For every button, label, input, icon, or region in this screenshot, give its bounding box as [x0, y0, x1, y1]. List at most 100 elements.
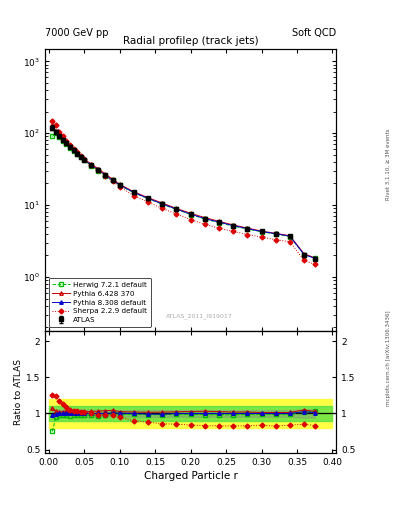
Sherpa 2.2.9 default: [75, 150, 79, 156]
Sherpa 2.2.9 default: [160, 205, 165, 211]
Pythia 8.308 default: [118, 182, 122, 188]
Herwig 7.2.1 default: [57, 134, 62, 140]
Herwig 7.2.1 default: [89, 163, 94, 169]
Pythia 6.428 370: [274, 230, 278, 237]
Pythia 6.428 370: [89, 161, 94, 167]
Pythia 6.428 370: [57, 133, 62, 139]
Pythia 6.428 370: [202, 215, 207, 221]
Pythia 6.428 370: [71, 146, 76, 153]
Herwig 7.2.1 default: [103, 173, 108, 179]
Herwig 7.2.1 default: [174, 206, 179, 212]
Herwig 7.2.1 default: [202, 216, 207, 222]
Herwig 7.2.1 default: [75, 151, 79, 157]
Pythia 8.308 default: [64, 140, 69, 146]
Text: 7000 GeV pp: 7000 GeV pp: [45, 28, 109, 38]
Herwig 7.2.1 default: [288, 233, 292, 240]
Pythia 6.428 370: [61, 136, 65, 142]
Sherpa 2.2.9 default: [312, 261, 317, 267]
Pythia 6.428 370: [174, 205, 179, 211]
Pythia 8.308 default: [302, 251, 307, 258]
Pythia 8.308 default: [188, 211, 193, 217]
Pythia 8.308 default: [61, 137, 65, 143]
Herwig 7.2.1 default: [118, 182, 122, 188]
Pythia 8.308 default: [174, 206, 179, 212]
Pythia 8.308 default: [50, 125, 55, 131]
Sherpa 2.2.9 default: [188, 217, 193, 223]
Pythia 8.308 default: [53, 129, 58, 135]
Sherpa 2.2.9 default: [274, 237, 278, 243]
Pythia 8.308 default: [132, 189, 136, 196]
Sherpa 2.2.9 default: [146, 199, 151, 205]
Pythia 8.308 default: [312, 255, 317, 262]
Pythia 8.308 default: [274, 230, 278, 237]
Herwig 7.2.1 default: [53, 130, 58, 136]
Herwig 7.2.1 default: [78, 155, 83, 161]
Sherpa 2.2.9 default: [53, 122, 58, 128]
Text: ATLAS_2011_I919017: ATLAS_2011_I919017: [166, 313, 233, 319]
Herwig 7.2.1 default: [245, 226, 250, 232]
Pythia 6.428 370: [64, 140, 69, 146]
Pythia 6.428 370: [118, 181, 122, 187]
Line: Pythia 8.308 default: Pythia 8.308 default: [51, 126, 316, 260]
Line: Sherpa 2.2.9 default: Sherpa 2.2.9 default: [51, 119, 316, 266]
Herwig 7.2.1 default: [71, 147, 76, 154]
Herwig 7.2.1 default: [188, 211, 193, 218]
Pythia 8.308 default: [68, 143, 72, 150]
Sherpa 2.2.9 default: [118, 184, 122, 190]
Y-axis label: Ratio to ATLAS: Ratio to ATLAS: [14, 359, 23, 425]
Line: Pythia 6.428 370: Pythia 6.428 370: [51, 123, 316, 260]
Pythia 6.428 370: [82, 156, 86, 162]
Herwig 7.2.1 default: [110, 178, 115, 184]
Pythia 8.308 default: [110, 177, 115, 183]
Sherpa 2.2.9 default: [71, 146, 76, 152]
Pythia 6.428 370: [245, 225, 250, 231]
Herwig 7.2.1 default: [132, 190, 136, 196]
Pythia 6.428 370: [53, 127, 58, 134]
Sherpa 2.2.9 default: [217, 225, 221, 231]
Text: Soft QCD: Soft QCD: [292, 28, 336, 38]
Herwig 7.2.1 default: [302, 251, 307, 258]
Herwig 7.2.1 default: [274, 231, 278, 237]
Pythia 6.428 370: [312, 255, 317, 261]
Pythia 8.308 default: [103, 172, 108, 178]
Text: Rivet 3.1.10, ≥ 3M events: Rivet 3.1.10, ≥ 3M events: [386, 128, 391, 200]
Pythia 8.308 default: [288, 233, 292, 239]
Herwig 7.2.1 default: [231, 223, 235, 229]
Pythia 8.308 default: [71, 147, 76, 153]
Herwig 7.2.1 default: [61, 138, 65, 144]
Pythia 6.428 370: [78, 153, 83, 159]
Pythia 6.428 370: [188, 210, 193, 217]
Herwig 7.2.1 default: [146, 196, 151, 202]
Pythia 8.308 default: [96, 167, 101, 173]
Pythia 8.308 default: [217, 219, 221, 225]
Pythia 8.308 default: [259, 228, 264, 234]
Sherpa 2.2.9 default: [57, 129, 62, 135]
Sherpa 2.2.9 default: [61, 134, 65, 140]
Herwig 7.2.1 default: [217, 220, 221, 226]
Sherpa 2.2.9 default: [96, 167, 101, 174]
Herwig 7.2.1 default: [64, 141, 69, 147]
Herwig 7.2.1 default: [160, 201, 165, 207]
Sherpa 2.2.9 default: [78, 153, 83, 159]
Pythia 8.308 default: [202, 216, 207, 222]
Pythia 6.428 370: [146, 195, 151, 201]
Sherpa 2.2.9 default: [231, 228, 235, 234]
Pythia 6.428 370: [217, 218, 221, 224]
Sherpa 2.2.9 default: [245, 231, 250, 238]
Pythia 6.428 370: [160, 200, 165, 206]
X-axis label: Charged Particle r: Charged Particle r: [144, 471, 237, 481]
Title: Radial profileρ (track jets): Radial profileρ (track jets): [123, 36, 259, 47]
Pythia 8.308 default: [89, 162, 94, 168]
Sherpa 2.2.9 default: [68, 142, 72, 148]
Pythia 6.428 370: [96, 166, 101, 172]
Pythia 8.308 default: [146, 195, 151, 201]
Line: Herwig 7.2.1 default: Herwig 7.2.1 default: [51, 132, 316, 260]
Sherpa 2.2.9 default: [259, 234, 264, 240]
Sherpa 2.2.9 default: [89, 162, 94, 168]
Pythia 8.308 default: [57, 134, 62, 140]
Pythia 8.308 default: [231, 222, 235, 228]
Sherpa 2.2.9 default: [302, 258, 307, 264]
Pythia 6.428 370: [288, 232, 292, 239]
Herwig 7.2.1 default: [82, 157, 86, 163]
Sherpa 2.2.9 default: [103, 173, 108, 179]
